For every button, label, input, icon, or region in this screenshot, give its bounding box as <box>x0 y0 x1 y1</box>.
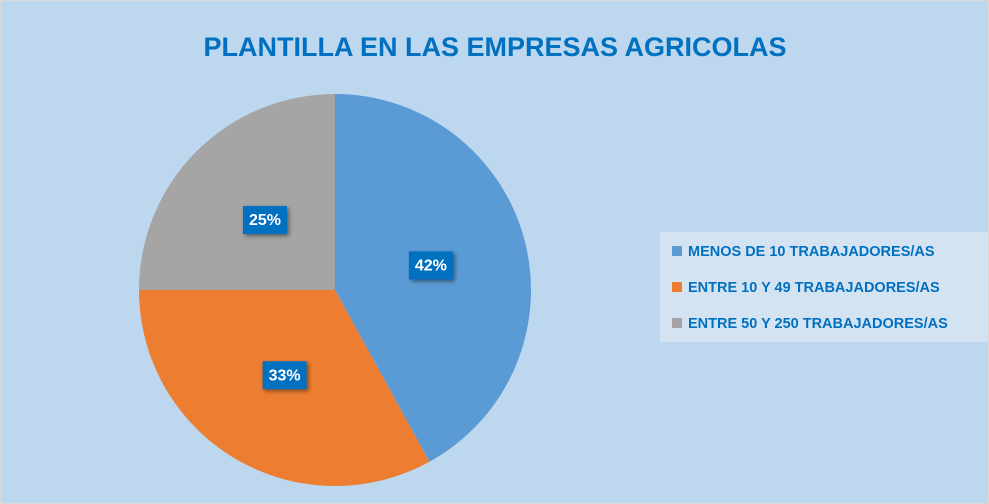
data-label: 33% <box>269 367 301 384</box>
data-label-box <box>408 251 453 280</box>
legend-swatch <box>672 246 682 256</box>
data-label: 25% <box>249 212 281 229</box>
legend-box <box>660 232 988 342</box>
legend-swatch <box>672 282 682 292</box>
legend-swatch <box>672 318 682 328</box>
chart-title: PLANTILLA EN LAS EMPRESAS AGRICOLAS <box>203 32 786 62</box>
data-label-box <box>242 205 287 234</box>
data-label-box <box>262 361 307 390</box>
data-label: 42% <box>415 258 447 275</box>
pie-slice <box>139 94 335 290</box>
legend-label: MENOS DE 10 TRABAJADORES/AS <box>688 244 935 260</box>
legend-label: ENTRE 50 Y 250 TRABAJADORES/AS <box>688 316 948 332</box>
legend-label: ENTRE 10 Y 49 TRABAJADORES/AS <box>688 280 940 296</box>
